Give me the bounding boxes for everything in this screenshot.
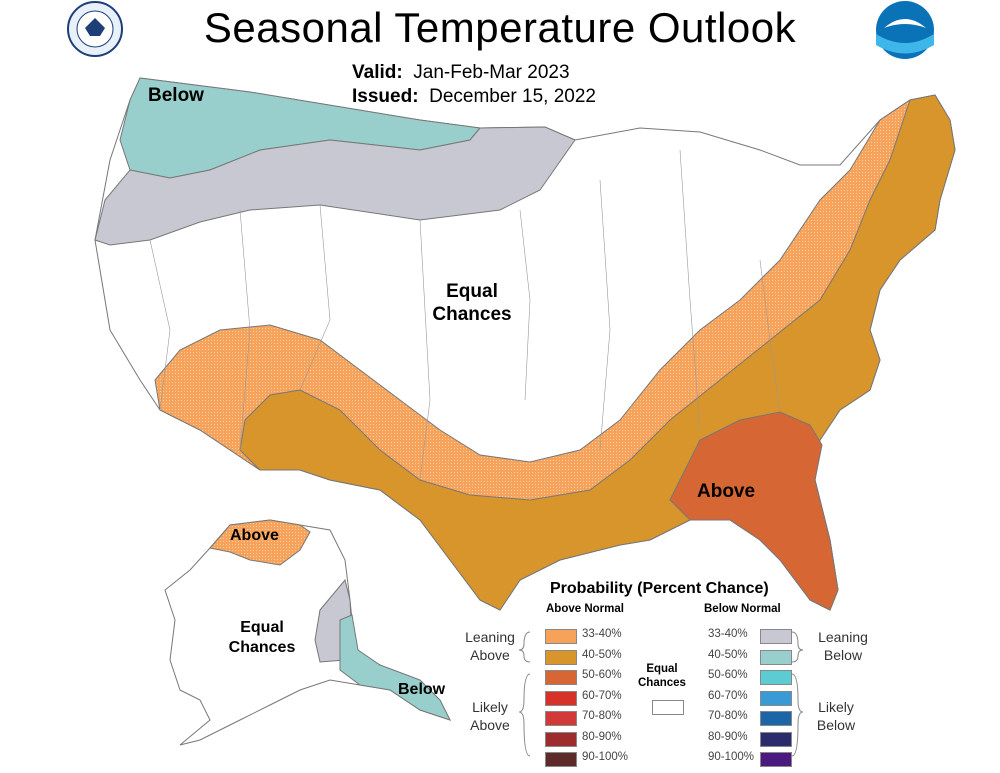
issued-line: Issued: December 15, 2022: [352, 86, 596, 108]
below-legend-swatch-3: [760, 670, 792, 685]
legend-leaning-above: Leaning Above: [465, 629, 515, 663]
label-conus-equal: Equal Chances: [432, 281, 512, 325]
noaa-logo-icon: [876, 1, 934, 59]
below-legend-swatch-2: [760, 649, 792, 665]
below-legend-label-4: 60-70%: [708, 689, 748, 702]
valid-line: Valid: Jan-Feb-Mar 2023: [352, 62, 570, 84]
above-legend-swatch-2: [545, 649, 577, 665]
below-legend-label-5: 70-80%: [708, 710, 748, 722]
below-legend-swatch-7: [760, 752, 792, 767]
issued-value: December 15, 2022: [429, 86, 596, 107]
below-legend-label-1: 33-40%: [708, 628, 748, 640]
above-legend-label-7: 90-100%: [582, 751, 629, 763]
label-ak-below: Below: [398, 681, 446, 698]
issued-label: Issued:: [352, 86, 419, 107]
legend-equal-chances-swatch: [652, 700, 684, 715]
legend-likely-above: Likely Above: [470, 699, 510, 733]
below-legend-label-3: 50-60%: [708, 669, 748, 681]
label-ak-equal: Equal Chances: [228, 619, 296, 656]
below-legend-swatch-4: [760, 690, 792, 706]
above-legend-swatch-3: [545, 670, 577, 685]
above-legend-swatch-1: [545, 629, 577, 644]
above-legend-swatch-5: [545, 711, 577, 726]
legend-below-heading: Below Normal: [704, 603, 781, 615]
label-conus-below: Below: [148, 85, 204, 106]
legend-above-heading: Above Normal: [546, 603, 624, 615]
conus-leaning-below-region: [94, 126, 576, 246]
below-legend-swatch-6: [760, 731, 792, 747]
valid-value: Jan-Feb-Mar 2023: [413, 62, 570, 83]
valid-label: Valid:: [352, 62, 403, 83]
legend-title: Probability (Percent Chance): [550, 580, 769, 597]
above-legend-swatch-6: [545, 731, 577, 747]
state-lines: [149, 149, 781, 481]
below-legend-swatch-1: [760, 629, 792, 644]
above-legend-label-1: 33-40%: [582, 628, 622, 640]
above-legend-label-3: 50-60%: [582, 669, 622, 681]
legend-brackets: [518, 631, 804, 757]
legend-equal-chances-label: Equal Chances: [638, 663, 686, 689]
above-legend-label-2: 40-50%: [582, 648, 622, 661]
below-legend-swatch-5: [760, 711, 792, 726]
alaska-above-region: [209, 519, 311, 566]
label-conus-above: Above: [697, 481, 756, 502]
legend-likely-below: Likely Below: [816, 699, 856, 733]
below-legend-label-6: 80-90%: [708, 730, 748, 743]
above-legend-label-4: 60-70%: [582, 689, 622, 702]
alaska-base: [164, 519, 451, 746]
label-ak-above: Above: [230, 527, 279, 544]
below-legend-label-2: 40-50%: [708, 648, 748, 661]
above-legend-label-6: 80-90%: [582, 730, 622, 743]
conus-above-50-60-region: [669, 411, 839, 611]
above-legend-label-5: 70-80%: [582, 710, 622, 722]
below-legend-label-7: 90-100%: [708, 751, 755, 763]
legend-leaning-below: Leaning Below: [818, 629, 868, 663]
above-legend-swatch-4: [545, 690, 577, 706]
above-legend-swatch-7: [545, 752, 577, 767]
commerce-seal-icon: [67, 1, 123, 57]
alaska-below-region: [339, 614, 451, 721]
page-title: Seasonal Temperature Outlook: [203, 4, 797, 51]
